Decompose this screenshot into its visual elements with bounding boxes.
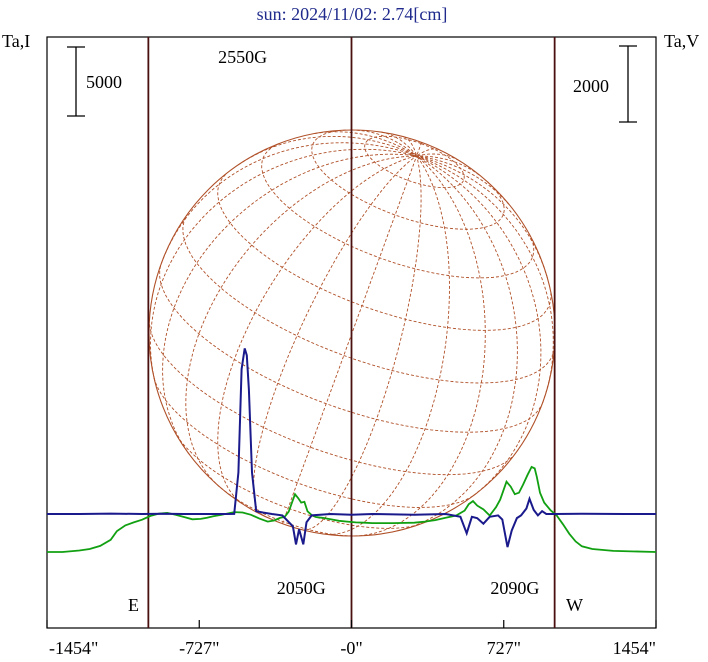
disk-longitude-line <box>416 148 440 157</box>
disk-longitude-line <box>397 155 518 532</box>
disk-latitude-line <box>261 142 535 279</box>
x-axis-ticks: -1454" -727" -0" 727" 1454" <box>46 620 657 658</box>
disk-longitude-line <box>314 131 417 157</box>
disk-longitude-line <box>327 155 450 535</box>
disk-longitude-line <box>160 142 417 264</box>
x-tick-label: -727" <box>179 638 219 658</box>
disk-longitude-line <box>302 155 422 531</box>
series-ta-i-line <box>47 348 656 548</box>
annotation-label: 2090G <box>490 578 539 598</box>
right-axis-label: Ta,V <box>664 31 699 51</box>
east-label: E <box>128 595 139 615</box>
disk-longitude-line <box>185 155 417 488</box>
disk-longitude-line <box>416 153 460 161</box>
disk-latitude-line <box>153 377 475 508</box>
disk-longitude-line <box>403 136 418 157</box>
disk-latitude-line <box>182 212 555 384</box>
right-scale-value: 2000 <box>573 76 609 96</box>
disk-longitude-line <box>416 155 510 205</box>
annotation-label: 2550G <box>218 47 267 67</box>
disk-longitude-line <box>253 155 417 516</box>
peak-annotations: 2550G 2050G 2090G <box>218 47 539 598</box>
left-axis-label: Ta,I <box>2 31 30 51</box>
disk-longitude-line <box>162 153 417 456</box>
disk-longitude-line <box>381 131 417 157</box>
disk-latitude-line <box>176 435 420 529</box>
disk-latitude-line <box>364 135 465 189</box>
disk-longitude-line <box>416 155 480 176</box>
right-scale-bar: 2000 <box>573 45 637 123</box>
x-tick-label: -1454" <box>49 638 98 658</box>
disk-longitude-line <box>354 155 486 537</box>
disk-longitude-line <box>217 155 417 504</box>
disk-latitude-line <box>149 324 513 476</box>
disk-longitude-line <box>416 155 548 278</box>
left-scale-value: 5000 <box>86 72 122 92</box>
x-tick-label: 1454" <box>613 638 656 658</box>
solar-disk <box>148 129 556 537</box>
disk-longitude-line <box>416 142 423 157</box>
left-scale-bar: 5000 <box>67 46 122 117</box>
x-tick-label: -0" <box>340 638 362 658</box>
disk-longitude-line <box>356 129 417 157</box>
disk-latitude-line <box>311 129 505 230</box>
disk-longitude-line <box>416 155 554 403</box>
disk-longitude-line <box>238 135 417 166</box>
annotation-label: 2050G <box>277 578 326 598</box>
west-label: W <box>566 595 583 615</box>
x-tick-label: 727" <box>487 638 521 658</box>
disk-longitude-line <box>281 155 418 524</box>
chart-title: sun: 2024/11/02: 2.74[cm] <box>257 4 448 24</box>
limb-lines <box>147 37 556 628</box>
